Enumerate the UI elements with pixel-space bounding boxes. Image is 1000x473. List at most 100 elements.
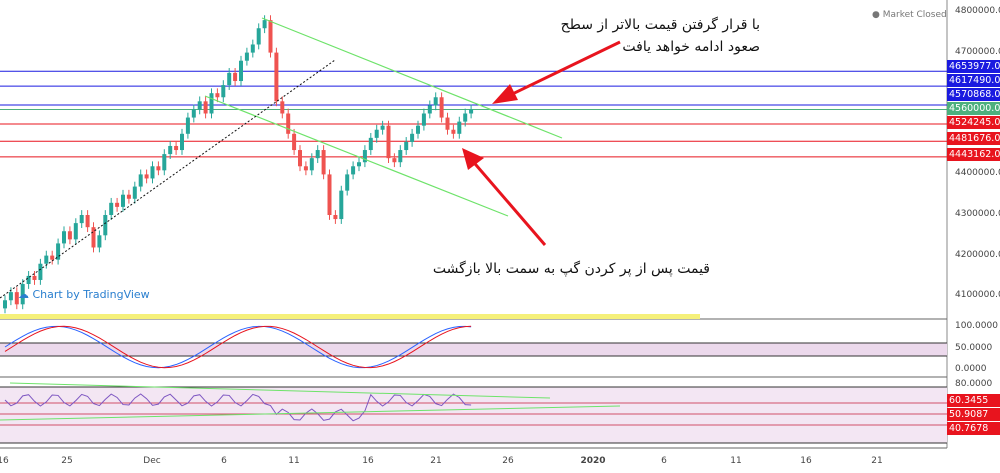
price-tick: 4100000.0 [955, 290, 1000, 301]
annotation-top: با قرار گرفتن قیمت بالاتر از سطح صعود اد… [520, 14, 760, 58]
candle-body [20, 284, 25, 305]
annotation-top-line1: با قرار گرفتن قیمت بالاتر از سطح [560, 17, 760, 33]
level-label: 4443162.0 [947, 148, 1000, 161]
candle-body [410, 133, 415, 142]
rsi-trendline [9, 382, 551, 399]
candle-body [180, 133, 184, 151]
candle-body [262, 20, 267, 29]
time-tick: 6 [661, 456, 667, 466]
rsi-label: 60.3455 [947, 394, 1000, 407]
candle-body [439, 97, 444, 118]
candle-body [345, 174, 350, 191]
candle-body [221, 85, 226, 98]
candle-body [115, 202, 120, 207]
candle-body [150, 166, 155, 179]
candle-body [457, 121, 462, 134]
candle-body [280, 101, 285, 114]
logo-icon: ☁ [18, 288, 33, 301]
level-label: 4653977.0 [947, 60, 1000, 73]
candle-body [427, 105, 432, 114]
candle-body [67, 231, 72, 240]
candle-body [215, 93, 220, 98]
candle-body [38, 263, 43, 280]
stoch-k-line [4, 325, 472, 369]
time-tick: 11 [730, 456, 742, 466]
time-tick: 16 [362, 456, 374, 466]
stoch-band [0, 343, 947, 356]
candle-body [85, 215, 90, 228]
candle-body [244, 52, 249, 61]
candle-body [185, 117, 190, 134]
time-tick: 6 [221, 456, 227, 466]
candle-body [97, 235, 102, 248]
candle-body [398, 150, 403, 163]
candle-body [309, 158, 314, 171]
candle-body [227, 72, 232, 86]
candle-body [286, 113, 291, 134]
candle-body [14, 292, 19, 305]
time-tick: 21 [430, 456, 442, 466]
candle-body [168, 145, 173, 155]
arrow-top [499, 40, 621, 102]
tradingview-logo[interactable]: ☁ Chart by TradingView [18, 288, 150, 301]
candle-body [174, 145, 179, 151]
candle-body [463, 113, 468, 122]
price-tick: 4300000.0 [955, 209, 1000, 219]
price-tick: 4700000.0 [955, 46, 1000, 57]
time-tick: 21 [871, 456, 883, 466]
candle-body [250, 44, 255, 53]
candle-body [109, 202, 114, 215]
candle-body [416, 125, 420, 134]
channel-lower-line [204, 95, 509, 217]
candle-body [103, 215, 108, 236]
candle-body [368, 137, 373, 151]
candle-body [339, 190, 344, 220]
candle-body [44, 255, 49, 264]
candle-body [50, 255, 55, 260]
indicator-tick: 0.0000 [955, 364, 987, 374]
candle-body [156, 166, 161, 171]
candle-body [26, 275, 31, 285]
highlight-bar [0, 314, 700, 319]
candle-body [298, 150, 302, 167]
candle-body [433, 97, 438, 106]
market-status-text: Market Closed [882, 10, 947, 20]
level-label: 4570868.0 [947, 88, 1000, 101]
candle-body [79, 215, 84, 224]
candle-body [303, 166, 308, 171]
candle-body [126, 194, 131, 199]
stoch-d-line [4, 325, 472, 369]
candle-body [144, 174, 149, 179]
candle-body [315, 150, 320, 159]
time-tick: 2020 [580, 456, 606, 466]
candle-body [386, 125, 391, 159]
candle-body [392, 158, 397, 163]
candle-body [239, 60, 243, 82]
time-tick: 16 [800, 456, 812, 466]
price-tick: 4400000.0 [955, 168, 1000, 179]
time-tick: Dec [143, 456, 161, 466]
dotted-trendline [0, 59, 336, 299]
candle-body [469, 109, 474, 114]
price-tick: 4800000.0 [955, 6, 1000, 16]
time-tick: 11 [288, 456, 300, 466]
candle-body [132, 186, 137, 199]
candle-body [321, 150, 326, 175]
candle-body [203, 101, 208, 114]
indicator-tick: 50.0000 [955, 343, 993, 353]
candle-body [374, 129, 379, 138]
price-tick: 4200000.0 [955, 249, 1000, 260]
candle-body [73, 223, 78, 240]
candle-body [256, 28, 261, 45]
candle-body [91, 227, 96, 248]
level-label: 4524245.0 [947, 116, 1000, 129]
candle-body [209, 93, 214, 114]
time-tick: 16 [0, 456, 9, 466]
arrow-top-head [492, 84, 518, 104]
rsi-line [4, 393, 472, 422]
rsi-trendline [0, 405, 621, 421]
channel-upper-line [261, 17, 563, 139]
candle-body [3, 300, 7, 309]
annotation-bottom: قیمت پس از پر کردن گپ به سمت بالا بازگشت [432, 261, 710, 277]
